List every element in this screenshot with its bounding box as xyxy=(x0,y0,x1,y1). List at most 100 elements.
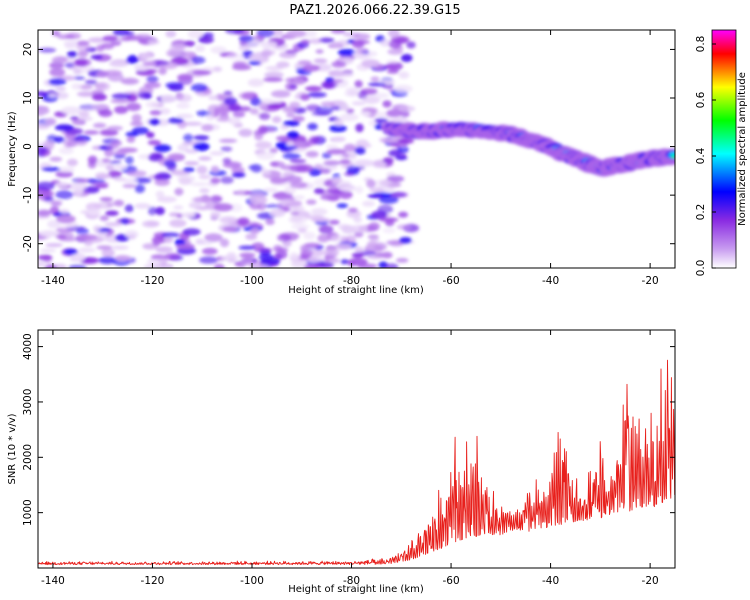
heatmap-noise-cell xyxy=(307,123,318,131)
heatmap-ridge-cell xyxy=(669,151,675,157)
heatmap-noise-cell xyxy=(52,30,61,37)
heatmap-noise-cell xyxy=(328,258,340,264)
spectrogram-heatmap xyxy=(38,30,675,268)
heatmap-noise-cell xyxy=(49,68,66,77)
heatmap-noise-cell xyxy=(201,247,218,255)
heatmap-noise-cell xyxy=(313,187,325,195)
heatmap-noise-cell xyxy=(280,199,292,205)
heatmap-noise-cell xyxy=(283,120,300,127)
heatmap-noise-cell xyxy=(168,84,184,92)
heatmap-noise-cell xyxy=(201,124,214,132)
heatmap-noise-cell xyxy=(366,241,378,248)
heatmap-noise-cell xyxy=(91,103,110,110)
heatmap-noise-cell xyxy=(177,143,189,152)
heatmap-noise-cell xyxy=(238,92,255,100)
heatmap-noise-cell xyxy=(110,98,131,104)
heatmap-noise-cell xyxy=(387,30,400,38)
heatmap-noise-cell xyxy=(318,37,335,43)
heatmap-noise-cell xyxy=(66,158,78,167)
x-tick-label: -120 xyxy=(141,275,165,287)
heatmap-noise-cell xyxy=(56,214,76,224)
heatmap-noise-cell xyxy=(218,138,238,143)
heatmap-noise-cell xyxy=(95,173,111,179)
heatmap-noise-cell xyxy=(285,82,298,91)
x-tick-label: -40 xyxy=(542,575,559,587)
heatmap-noise-cell xyxy=(134,184,145,193)
colorbar: 0.0 0.2 0.4 0.6 0.8 Normalized spectral ampl… xyxy=(695,29,748,276)
heatmap-noise-cell xyxy=(222,157,232,164)
heatmap-noise-cell xyxy=(145,101,159,108)
heatmap-noise-cell xyxy=(339,113,359,122)
heatmap-noise-cell xyxy=(210,177,221,184)
heatmap-noise-cell xyxy=(237,217,250,226)
heatmap-noise-cell xyxy=(399,105,416,112)
heatmap-noise-cell xyxy=(96,70,110,78)
heatmap-noise-cell xyxy=(183,167,195,173)
heatmap-noise-cell xyxy=(173,205,184,210)
heatmap-noise-cell xyxy=(367,194,383,199)
heatmap-noise-cell xyxy=(387,48,404,55)
heatmap-noise-cell xyxy=(177,175,196,183)
heatmap-noise-cell xyxy=(49,206,60,215)
heatmap-noise-cell xyxy=(59,208,70,214)
heatmap-noise-cell xyxy=(212,66,222,72)
heatmap-noise-cell xyxy=(239,252,256,259)
heatmap-noise-cell xyxy=(177,73,194,81)
heatmap-noise-cell xyxy=(334,72,354,78)
heatmap-noise-cell xyxy=(176,93,193,103)
heatmap-noise-cell xyxy=(400,54,413,62)
heatmap-noise-cell xyxy=(329,124,347,133)
heatmap-noise-cell xyxy=(140,39,149,45)
heatmap-noise-cell xyxy=(40,248,56,253)
heatmap-noise-cell xyxy=(174,187,184,196)
heatmap-noise-cell xyxy=(54,124,74,131)
heatmap-noise-cell xyxy=(152,239,161,246)
heatmap-noise-cell xyxy=(395,155,408,161)
heatmap-noise-cell xyxy=(346,108,355,114)
heatmap-noise-cell xyxy=(354,246,364,252)
heatmap-noise-cell xyxy=(195,44,206,53)
heatmap-noise-cell xyxy=(91,181,109,187)
x-tick-label: -60 xyxy=(442,275,459,287)
heatmap-noise-cell xyxy=(166,49,182,58)
heatmap-noise-cell xyxy=(289,181,308,189)
colorbar-tick-label: 0.8 xyxy=(695,36,707,53)
heatmap-noise-cell xyxy=(192,70,212,76)
heatmap-noise-cell xyxy=(164,253,181,261)
heatmap-noise-cell xyxy=(326,144,339,149)
heatmap-noise-cell xyxy=(102,35,119,42)
heatmap-noise-cell xyxy=(132,126,149,135)
heatmap-noise-cell xyxy=(379,217,399,222)
heatmap-noise-cell xyxy=(105,210,119,216)
heatmap-noise-cell xyxy=(198,36,215,44)
heatmap-noise-cell xyxy=(95,44,105,52)
heatmap-noise-cell xyxy=(250,164,263,173)
y-tick-label: -10 xyxy=(22,187,34,204)
heatmap-noise-cell xyxy=(305,85,322,92)
heatmap-noise-cell xyxy=(346,165,361,174)
heatmap-noise-cell xyxy=(386,109,403,118)
heatmap-noise-cell xyxy=(238,245,256,250)
heatmap-noise-cell xyxy=(276,196,296,201)
heatmap-noise-cell xyxy=(306,199,317,205)
heatmap-noise-cell xyxy=(108,170,122,179)
heatmap-noise-cell xyxy=(220,176,234,184)
heatmap-noise-cell xyxy=(124,204,134,213)
heatmap-noise-cell xyxy=(99,197,113,202)
heatmap-noise-cell xyxy=(101,248,115,258)
heatmap-noise-cell xyxy=(38,47,57,53)
heatmap-noise-cell xyxy=(219,216,237,224)
heatmap-noise-cell xyxy=(68,264,87,268)
heatmap-noise-cell xyxy=(304,242,320,248)
heatmap-noise-cell xyxy=(330,41,342,48)
heatmap-noise-cell xyxy=(106,144,119,150)
heatmap-noise-cell xyxy=(163,159,177,168)
heatmap-noise-cell xyxy=(155,190,165,198)
heatmap-noise-cell xyxy=(135,33,152,39)
heatmap-noise-cell xyxy=(193,196,214,203)
heatmap-noise-cell xyxy=(277,233,291,242)
heatmap-noise-cell xyxy=(327,79,344,83)
x-tick-label: -20 xyxy=(642,575,659,587)
heatmap-noise-cell xyxy=(394,37,408,44)
heatmap-noise-cell xyxy=(190,182,209,187)
